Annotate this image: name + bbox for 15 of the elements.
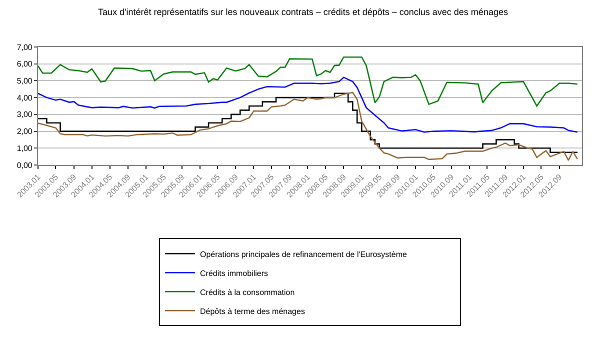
y-tick-label: 3,00 [16, 110, 33, 120]
y-tick-label: 6,00 [16, 60, 33, 69]
legend-label: Crédits à la consommation [200, 288, 295, 297]
y-tick-label: 7,00 [16, 42, 33, 52]
y-tick-label: 5,00 [16, 76, 33, 86]
y-tick-label: 0,00 [16, 160, 33, 170]
y-tick-label: 2,00 [16, 127, 33, 136]
line-series [38, 56, 578, 107]
line-series [38, 76, 578, 133]
legend-label: Opérations principales de refinancement de l'Eurosystème [200, 250, 408, 259]
legend-label: Crédits immobiliers [200, 268, 268, 278]
y-tick-label: 1,00 [16, 144, 33, 153]
chart-title: Taux d'intérêt représentatifs sur les nouveaux contrats – crédits et dépôts – conclus avec des ménages [98, 6, 508, 17]
legend-label: Dépôts à terme des ménages [200, 306, 305, 316]
y-tick-label: 4,00 [16, 93, 33, 102]
